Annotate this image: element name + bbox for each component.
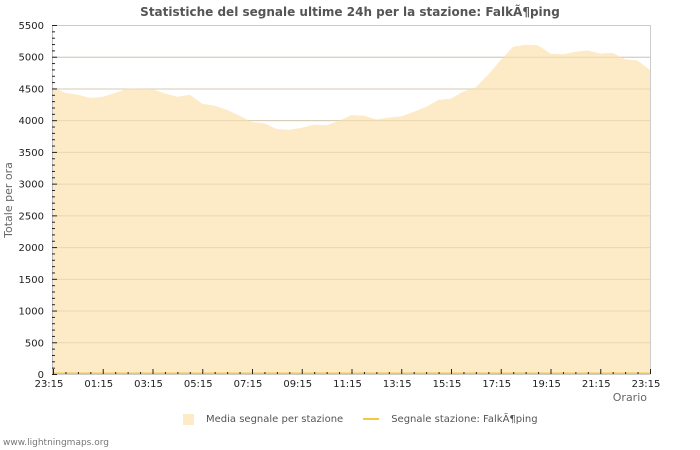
svg-text:1000: 1000 bbox=[19, 307, 44, 318]
svg-text:2500: 2500 bbox=[19, 211, 44, 222]
svg-text:21:15: 21:15 bbox=[582, 379, 611, 390]
legend-label-media: Media segnale per stazione bbox=[206, 413, 344, 425]
svg-text:03:15: 03:15 bbox=[134, 379, 163, 390]
area-swatch-icon bbox=[183, 413, 194, 425]
legend-label-station: Segnale stazione: FalkÃ¶ping bbox=[391, 413, 538, 425]
svg-text:5000: 5000 bbox=[19, 53, 44, 64]
legend-item-station[interactable]: Segnale stazione: FalkÃ¶ping bbox=[363, 413, 538, 425]
footer-credit: www.lightningmaps.org bbox=[3, 438, 109, 448]
svg-text:500: 500 bbox=[25, 338, 44, 349]
legend: Media segnale per stazione Segnale stazi… bbox=[183, 411, 558, 427]
chart-title: Statistiche del segnale ultime 24h per l… bbox=[140, 5, 560, 19]
svg-text:5500: 5500 bbox=[19, 21, 44, 32]
legend-item-media[interactable]: Media segnale per stazione bbox=[183, 413, 344, 425]
svg-text:13:15: 13:15 bbox=[383, 379, 412, 390]
svg-text:15:15: 15:15 bbox=[433, 379, 462, 390]
svg-text:01:15: 01:15 bbox=[84, 379, 113, 390]
svg-text:23:15: 23:15 bbox=[35, 379, 64, 390]
svg-text:2000: 2000 bbox=[19, 243, 44, 254]
svg-text:07:15: 07:15 bbox=[234, 379, 263, 390]
svg-text:09:15: 09:15 bbox=[283, 379, 312, 390]
y-axis-ticks: 0 500 1000 1500 2000 2500 3000 3500 4000 4500 5000… bbox=[19, 21, 57, 381]
axes bbox=[52, 25, 651, 375]
x-axis-title: Orario bbox=[613, 391, 648, 404]
svg-text:05:15: 05:15 bbox=[184, 379, 213, 390]
svg-text:4500: 4500 bbox=[19, 84, 44, 95]
svg-text:3500: 3500 bbox=[19, 148, 44, 159]
area-series-media bbox=[53, 44, 650, 374]
y-axis-title: Totale per ora bbox=[2, 162, 15, 239]
svg-text:1500: 1500 bbox=[19, 275, 44, 286]
svg-text:11:15: 11:15 bbox=[333, 379, 362, 390]
svg-text:3000: 3000 bbox=[19, 180, 44, 191]
svg-text:23:15: 23:15 bbox=[632, 379, 661, 390]
svg-text:19:15: 19:15 bbox=[532, 379, 561, 390]
x-axis-ticks: 23:15 01:15 03:15 05:15 07:15 09:15 11:15 13:15… bbox=[35, 369, 661, 390]
line-swatch-icon bbox=[363, 418, 380, 420]
svg-text:0: 0 bbox=[38, 370, 44, 381]
svg-text:4000: 4000 bbox=[19, 116, 44, 127]
svg-text:17:15: 17:15 bbox=[482, 379, 511, 390]
